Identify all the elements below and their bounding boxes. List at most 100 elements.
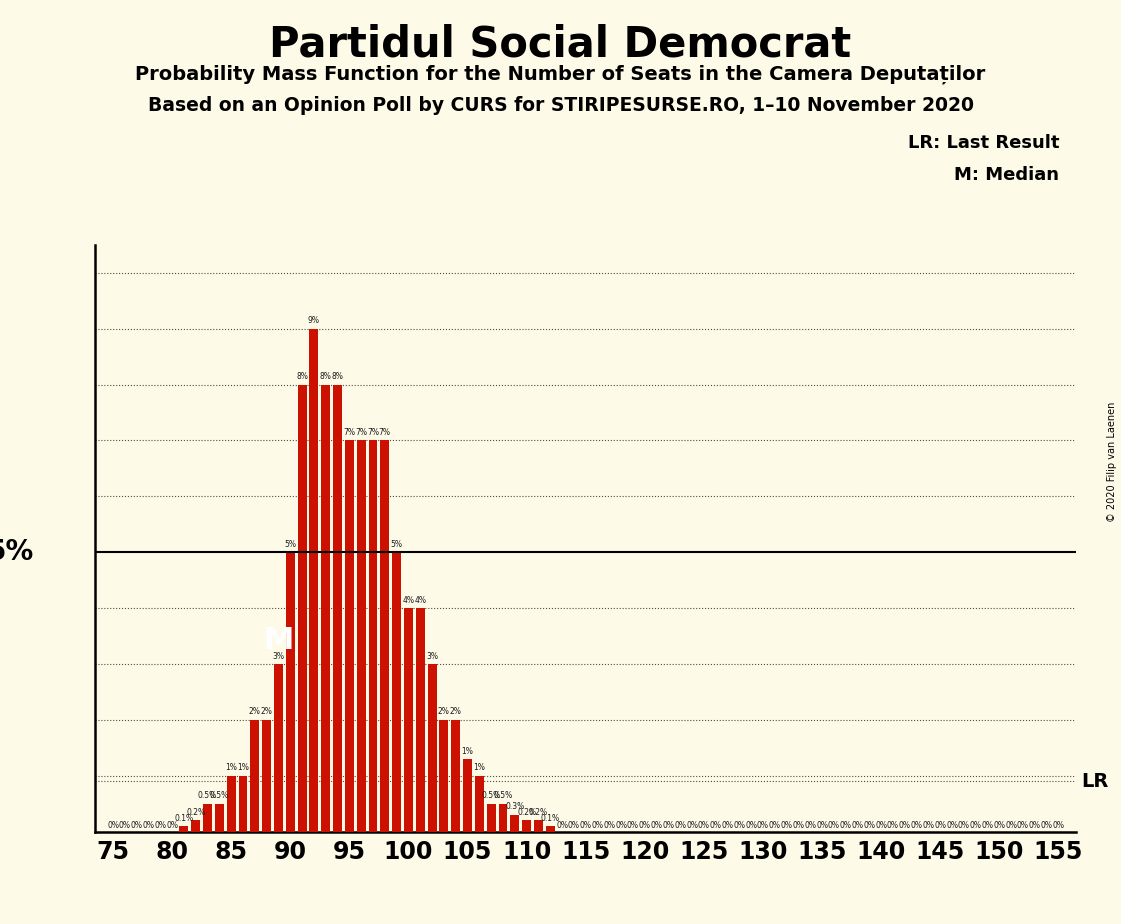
Text: M: Median: M: Median [954, 166, 1059, 184]
Bar [226, 776, 235, 832]
Text: 0%: 0% [970, 821, 982, 831]
Text: LR: Last Result: LR: Last Result [908, 134, 1059, 152]
Bar [322, 384, 331, 832]
Bar [262, 720, 271, 832]
Bar [179, 826, 188, 832]
Text: 0%: 0% [686, 821, 698, 831]
Bar [239, 776, 248, 832]
Text: 0.1%: 0.1% [540, 814, 559, 822]
Text: 0%: 0% [639, 821, 651, 831]
Text: 5%: 5% [0, 538, 35, 566]
Text: 0.5%: 0.5% [210, 791, 229, 800]
Text: 2%: 2% [438, 708, 450, 716]
Bar [546, 826, 555, 832]
Bar [439, 720, 448, 832]
Text: 0.2%: 0.2% [186, 808, 205, 817]
Text: 0%: 0% [1006, 821, 1017, 831]
Text: 0%: 0% [828, 821, 840, 831]
Bar [404, 608, 413, 832]
Text: 2%: 2% [261, 708, 272, 716]
Bar [369, 441, 378, 832]
Text: 7%: 7% [367, 428, 379, 437]
Text: 0%: 0% [780, 821, 793, 831]
Bar [286, 553, 295, 832]
Text: 3%: 3% [426, 651, 438, 661]
Text: 0%: 0% [757, 821, 769, 831]
Text: 0%: 0% [863, 821, 876, 831]
Text: 0%: 0% [663, 821, 675, 831]
Bar [416, 608, 425, 832]
Text: 0%: 0% [946, 821, 958, 831]
Text: 0%: 0% [816, 821, 828, 831]
Text: 0%: 0% [910, 821, 923, 831]
Bar [510, 815, 519, 832]
Text: 0%: 0% [769, 821, 781, 831]
Text: 0%: 0% [119, 821, 131, 831]
Text: 0%: 0% [793, 821, 805, 831]
Text: 0.3%: 0.3% [506, 802, 525, 811]
Text: 0%: 0% [733, 821, 745, 831]
Text: 0%: 0% [852, 821, 863, 831]
Text: 0%: 0% [166, 821, 178, 831]
Text: 2%: 2% [450, 708, 462, 716]
Text: 1%: 1% [237, 763, 249, 772]
Text: 0%: 0% [142, 821, 155, 831]
Bar [499, 804, 508, 832]
Bar [192, 821, 201, 832]
Text: Based on an Opinion Poll by CURS for STIRIPESURSE.RO, 1–10 November 2020: Based on an Opinion Poll by CURS for STI… [148, 96, 973, 116]
Text: 0%: 0% [674, 821, 686, 831]
Text: 0.2%: 0.2% [529, 808, 548, 817]
Text: 0.5%: 0.5% [493, 791, 512, 800]
Bar [463, 759, 472, 832]
Text: 0%: 0% [876, 821, 887, 831]
Text: 0%: 0% [804, 821, 816, 831]
Text: 0%: 0% [131, 821, 142, 831]
Text: Partidul Social Democrat: Partidul Social Democrat [269, 23, 852, 65]
Text: M: M [263, 626, 294, 655]
Text: 3%: 3% [272, 651, 285, 661]
Text: 0%: 0% [710, 821, 722, 831]
Text: 0%: 0% [155, 821, 166, 831]
Text: 0%: 0% [1053, 821, 1065, 831]
Bar [345, 441, 354, 832]
Bar [356, 441, 365, 832]
Text: 0%: 0% [592, 821, 603, 831]
Bar [380, 441, 389, 832]
Bar [215, 804, 224, 832]
Text: 0%: 0% [899, 821, 910, 831]
Bar [250, 720, 259, 832]
Text: 0%: 0% [722, 821, 733, 831]
Text: 0%: 0% [698, 821, 710, 831]
Text: 0%: 0% [934, 821, 946, 831]
Text: 5%: 5% [285, 540, 296, 549]
Text: 0%: 0% [568, 821, 580, 831]
Text: 2%: 2% [249, 708, 261, 716]
Text: 0%: 0% [923, 821, 935, 831]
Text: 0%: 0% [840, 821, 852, 831]
Bar [452, 720, 460, 832]
Bar [203, 804, 212, 832]
Text: 0%: 0% [887, 821, 899, 831]
Text: 0%: 0% [106, 821, 119, 831]
Text: 1%: 1% [225, 763, 238, 772]
Text: 7%: 7% [379, 428, 391, 437]
Text: 4%: 4% [415, 596, 426, 604]
Text: 0%: 0% [650, 821, 663, 831]
Text: 0%: 0% [1017, 821, 1029, 831]
Text: 0%: 0% [982, 821, 993, 831]
Text: LR: LR [1081, 772, 1109, 791]
Text: 9%: 9% [308, 316, 319, 325]
Text: 0%: 0% [957, 821, 970, 831]
Bar [392, 553, 401, 832]
Bar [487, 804, 495, 832]
Text: © 2020 Filip van Laenen: © 2020 Filip van Laenen [1108, 402, 1117, 522]
Text: 5%: 5% [390, 540, 402, 549]
Text: 0%: 0% [993, 821, 1006, 831]
Text: 0.5%: 0.5% [482, 791, 501, 800]
Text: Probability Mass Function for the Number of Seats in the Camera Deputaților: Probability Mass Function for the Number… [136, 65, 985, 84]
Text: 0.2%: 0.2% [517, 808, 536, 817]
Bar [475, 776, 484, 832]
Text: 8%: 8% [332, 372, 343, 382]
Text: 0%: 0% [580, 821, 592, 831]
Bar [298, 384, 306, 832]
